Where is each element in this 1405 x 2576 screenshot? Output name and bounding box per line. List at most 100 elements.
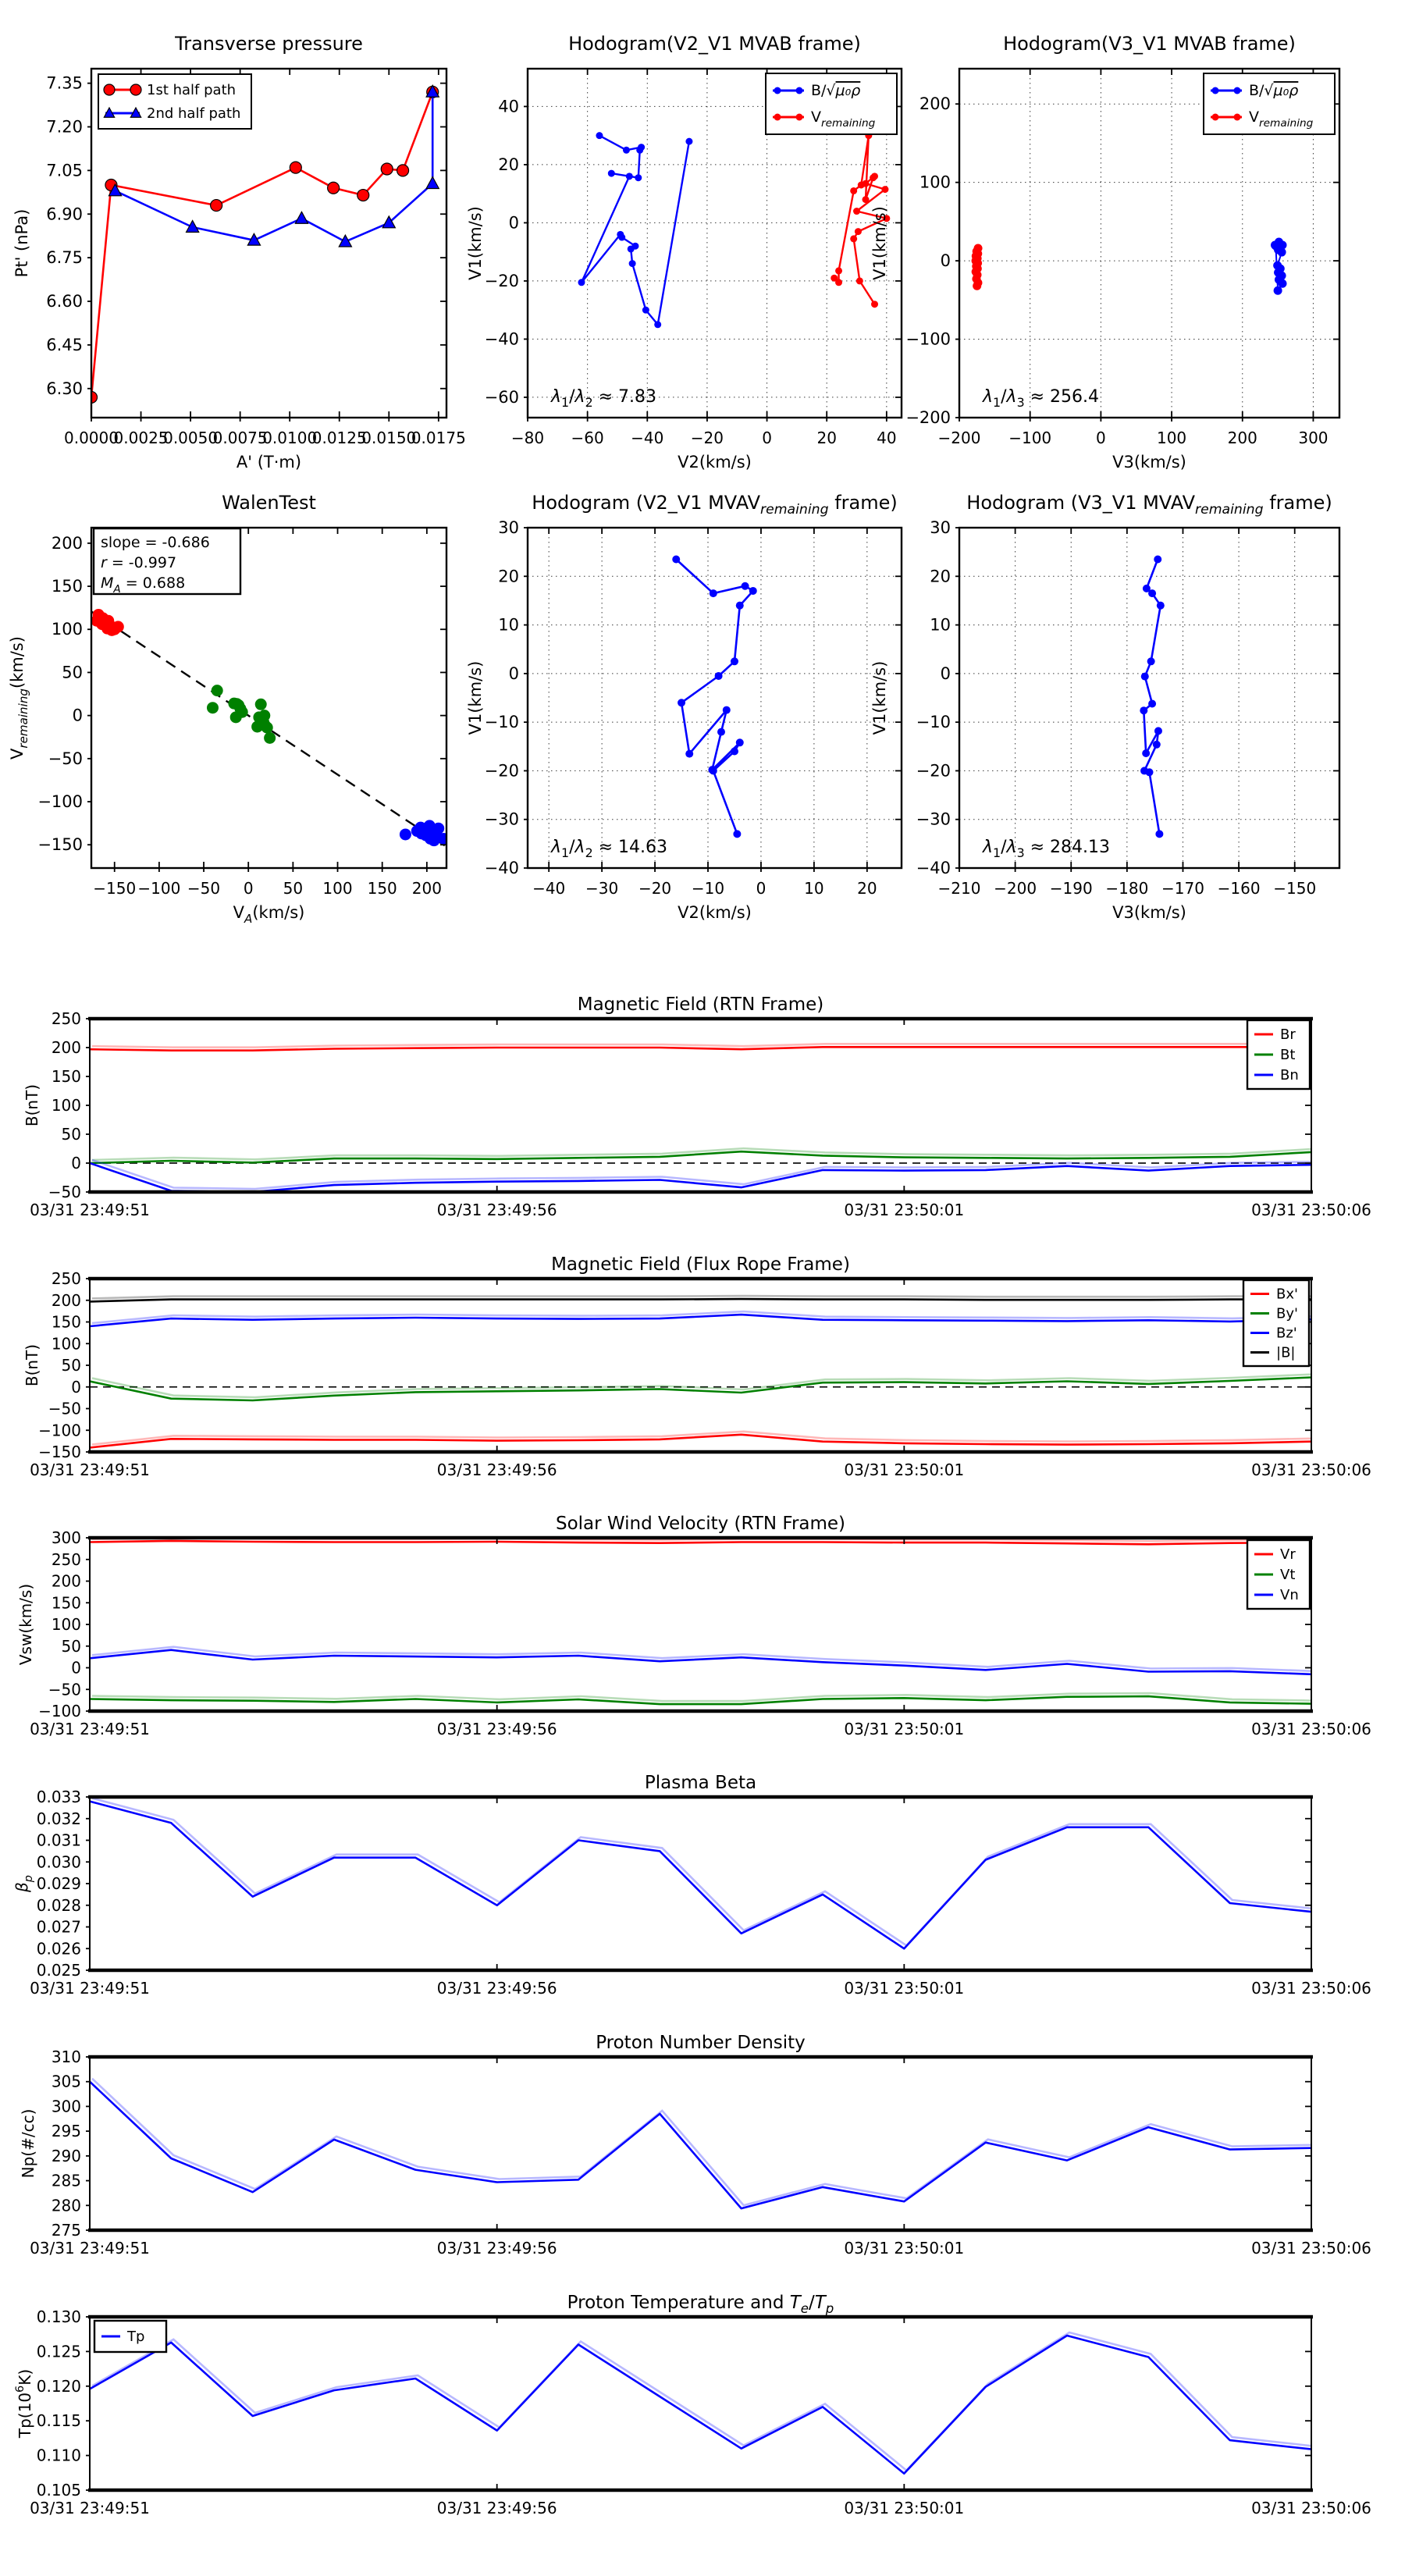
plot-tp: 03/31 23:49:51 03/31 23:49:56 03/31 23:50:… [14, 2293, 1371, 2517]
svg-text:−170: −170 [1161, 879, 1204, 898]
svg-text:−150: −150 [1273, 879, 1316, 898]
hodo_v3v1_mvab-xlabel: V3(km/s) [1112, 453, 1186, 471]
svg-text:6.90: 6.90 [46, 205, 83, 223]
svg-text:03/31 23:49:56: 03/31 23:49:56 [437, 2499, 557, 2517]
svg-text:6.45: 6.45 [46, 336, 83, 354]
svg-text:−40: −40 [916, 859, 951, 877]
svg-text:0: 0 [71, 1378, 81, 1397]
svg-text:−40: −40 [631, 429, 663, 447]
svg-text:50: 50 [62, 1125, 81, 1144]
svg-text:150: 150 [52, 1313, 81, 1332]
svg-text:285: 285 [52, 2172, 81, 2190]
svg-text:50: 50 [283, 879, 303, 898]
svg-text:−50: −50 [48, 1400, 81, 1418]
b_fr-ticks: 03/31 23:49:51 03/31 23:49:56 03/31 23:50:… [30, 1269, 1371, 1479]
walen-ylabel: Vremaining(km/s) [8, 636, 30, 760]
svg-text:03/31 23:50:06: 03/31 23:50:06 [1251, 1979, 1371, 1998]
svg-text:−100: −100 [1008, 429, 1051, 447]
b_rtn-series-Bn [90, 1162, 1311, 1192]
hodo_v3v1_mvav-ticks: −210 −200 −190 −180 −170 −160 −150 −40 −30 −20 −10… [916, 518, 1339, 898]
svg-text:300: 300 [1298, 429, 1328, 447]
svg-text:0: 0 [756, 879, 767, 898]
walen-stats-line-0: slope = -0.686 [101, 534, 210, 551]
svg-text:0.029: 0.029 [37, 1874, 81, 1893]
svg-text:−40: −40 [532, 879, 565, 898]
svg-text:03/31 23:49:51: 03/31 23:49:51 [30, 1201, 150, 1219]
svg-text:03/31 23:50:01: 03/31 23:50:01 [844, 2239, 964, 2258]
svg-text:7.35: 7.35 [46, 74, 83, 93]
hodo_v2v1_mvab-title: Hodogram(V2_V1 MVAB frame) [568, 33, 861, 55]
svg-text:10: 10 [804, 879, 823, 898]
svg-text:150: 150 [368, 879, 397, 898]
svg-text:0.0125: 0.0125 [312, 429, 367, 447]
svg-text:03/31 23:49:51: 03/31 23:49:51 [30, 1461, 150, 1479]
svg-text:10: 10 [498, 616, 519, 635]
vsw-legend: Vr Vt Vn [1246, 1539, 1311, 1610]
svg-text:−190: −190 [1050, 879, 1093, 898]
np-series-Np [90, 2080, 1311, 2210]
transverse-xlabel: A' (T·m) [237, 453, 301, 471]
svg-text:100: 100 [52, 620, 83, 639]
b_rtn-title: Magnetic Field (RTN Frame) [578, 994, 824, 1015]
svg-text:−20: −20 [485, 761, 519, 780]
svg-text:0: 0 [71, 1154, 81, 1172]
svg-text:0: 0 [941, 251, 951, 270]
vsw-legend-label-1: Vt [1280, 1567, 1295, 1583]
hodo_v3v1_mvav-xlabel: V3(km/s) [1112, 903, 1186, 922]
b_fr-legend-label-0: Bx' [1276, 1286, 1298, 1303]
np-ylabel: Np(#/cc) [19, 2109, 37, 2179]
svg-text:280: 280 [52, 2196, 81, 2215]
hodo_v2v1_mvav-grid [528, 528, 902, 868]
tp-legend: Tp [93, 2319, 168, 2354]
hodo_v2v1_mvab-ticks: −80 −60 −40 −20 0 20 40 −60 −40 −20 0 20 40 [485, 69, 902, 447]
svg-text:03/31 23:49:56: 03/31 23:49:56 [437, 1720, 557, 1738]
svg-text:295: 295 [52, 2122, 81, 2140]
svg-text:−20: −20 [691, 429, 724, 447]
b_rtn-legend: Br Bt Bn [1246, 1019, 1311, 1091]
svg-text:−160: −160 [1218, 879, 1261, 898]
plot-walen: −150 −100 −50 0 50 100 150 200−150−100−50050100… [8, 492, 448, 926]
walen-series-cluster_green [206, 685, 276, 744]
hodo_v2v1_mvav-ylabel: V1(km/s) [466, 661, 485, 735]
svg-text:−60: −60 [571, 429, 604, 447]
svg-text:−50: −50 [48, 1680, 81, 1699]
svg-text:03/31 23:49:51: 03/31 23:49:51 [30, 2499, 150, 2517]
tp-ylabel: Tp(106K) [14, 2369, 34, 2439]
walen-series-cluster_red [91, 608, 124, 636]
walen-xlabel: VA(km/s) [233, 903, 305, 926]
svg-text:−60: −60 [485, 388, 519, 407]
svg-text:20: 20 [930, 567, 951, 585]
svg-text:−20: −20 [916, 761, 951, 780]
tp-title: Proton Temperature and Te/Tp [567, 2293, 834, 2316]
svg-text:03/31 23:49:51: 03/31 23:49:51 [30, 1979, 150, 1998]
svg-text:100: 100 [919, 173, 951, 192]
svg-text:0.0050: 0.0050 [163, 429, 218, 447]
hodo_v2v1_mvav-annotation: λ1/λ2 ≈ 14.63 [550, 838, 667, 860]
walen-stats-box: slope = -0.686 r = -0.997 MA = 0.688 [92, 527, 242, 596]
walen-title: WalenTest [222, 492, 316, 514]
svg-text:0: 0 [73, 706, 83, 725]
svg-text:0: 0 [71, 1659, 81, 1678]
svg-text:300: 300 [52, 2097, 81, 2115]
b_fr-ylabel: B(nT) [23, 1344, 41, 1386]
plot-np: 03/31 23:49:51 03/31 23:49:56 03/31 23:50:… [19, 2033, 1371, 2258]
svg-text:0.105: 0.105 [37, 2481, 81, 2500]
b_fr-legend-label-3: |B| [1276, 1345, 1295, 1361]
walen-series-cluster_blue [399, 820, 446, 847]
svg-text:−50: −50 [48, 1183, 81, 1201]
hodo_v3v1_mvab-title: Hodogram(V3_V1 MVAB frame) [1003, 33, 1296, 55]
svg-text:250: 250 [52, 1269, 81, 1288]
svg-text:−30: −30 [485, 810, 519, 829]
b_fr-series-Bz' [90, 1313, 1311, 1328]
svg-text:03/31 23:50:01: 03/31 23:50:01 [844, 1720, 964, 1738]
svg-text:−50: −50 [187, 879, 220, 898]
plot-hodo_v3v1_mvab: −200 −100 0 100 200 300 −200 −100 0 100 200 Hodogra… [870, 33, 1341, 471]
svg-text:50: 50 [62, 1356, 81, 1375]
svg-text:03/31 23:50:06: 03/31 23:50:06 [1251, 2239, 1371, 2258]
svg-text:0.027: 0.027 [37, 1918, 81, 1937]
svg-text:0.030: 0.030 [37, 1852, 81, 1871]
svg-text:0: 0 [762, 429, 772, 447]
svg-text:−20: −20 [638, 879, 671, 898]
svg-text:150: 150 [52, 1067, 81, 1086]
